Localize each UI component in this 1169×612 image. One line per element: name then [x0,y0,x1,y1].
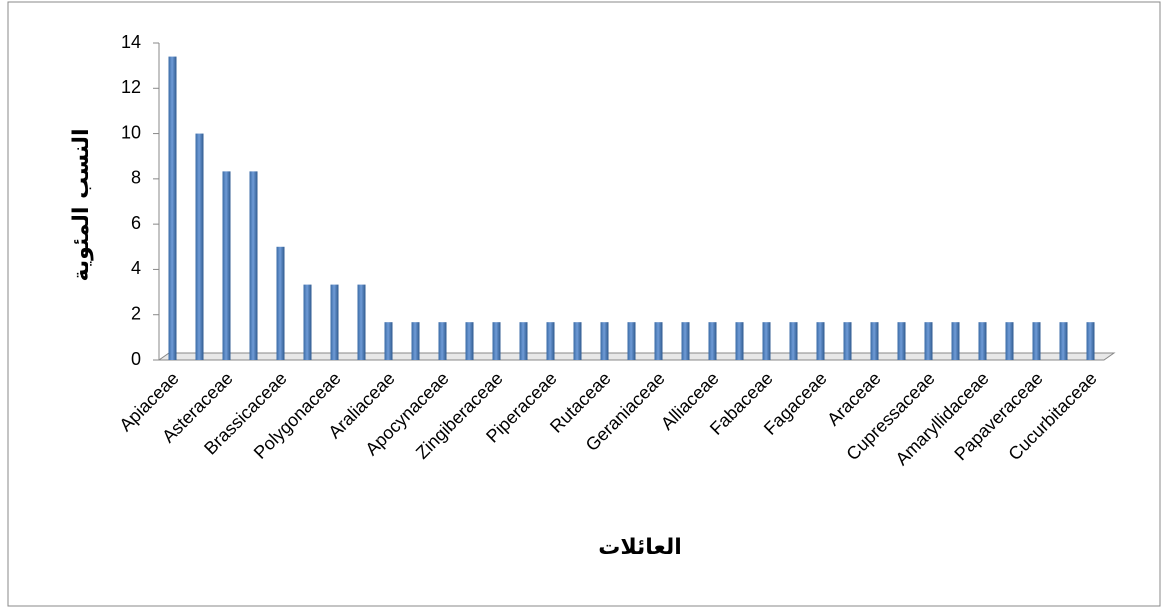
floor [157,352,1116,361]
y-tick-label: 12 [121,77,141,97]
bar [249,171,258,360]
bar [816,322,825,360]
bar [492,322,501,360]
bar [924,322,933,360]
y-tick-label: 2 [131,303,141,323]
bar [168,56,177,360]
y-tick-label: 4 [131,258,141,278]
bar [654,322,663,360]
bar [303,284,312,360]
y-tick-label: 6 [131,213,141,233]
bar [222,171,231,360]
bar [951,322,960,360]
bar [384,322,393,360]
bar [1032,322,1041,360]
bar [789,322,798,360]
bar [519,322,528,360]
bar [681,322,690,360]
bar [438,322,447,360]
chart-border [7,1,1161,607]
bar [762,322,771,360]
y-tick-label: 0 [131,349,141,369]
bar [870,322,879,360]
bar [1059,322,1068,360]
bar [600,322,609,360]
y-tick-label: 10 [121,122,141,142]
bar [627,322,636,360]
bar [276,246,285,360]
bar [843,322,852,360]
bar [978,322,987,360]
bar [195,133,204,360]
bar [546,322,555,360]
x-axis-title: العائلات [598,535,682,560]
bar [411,322,420,360]
bar [330,284,339,360]
bar [357,284,366,360]
y-tick-label: 8 [131,168,141,188]
bar [897,322,906,360]
y-axis-title: النسب المئوية [69,128,94,281]
bar [1005,322,1014,360]
bar [465,322,474,360]
bar [735,322,744,360]
y-tick-label: 14 [121,32,141,52]
x-tick-label: Amaryllidaceae [892,368,993,469]
bar [708,322,717,360]
bar [1086,322,1095,360]
bar [573,322,582,360]
